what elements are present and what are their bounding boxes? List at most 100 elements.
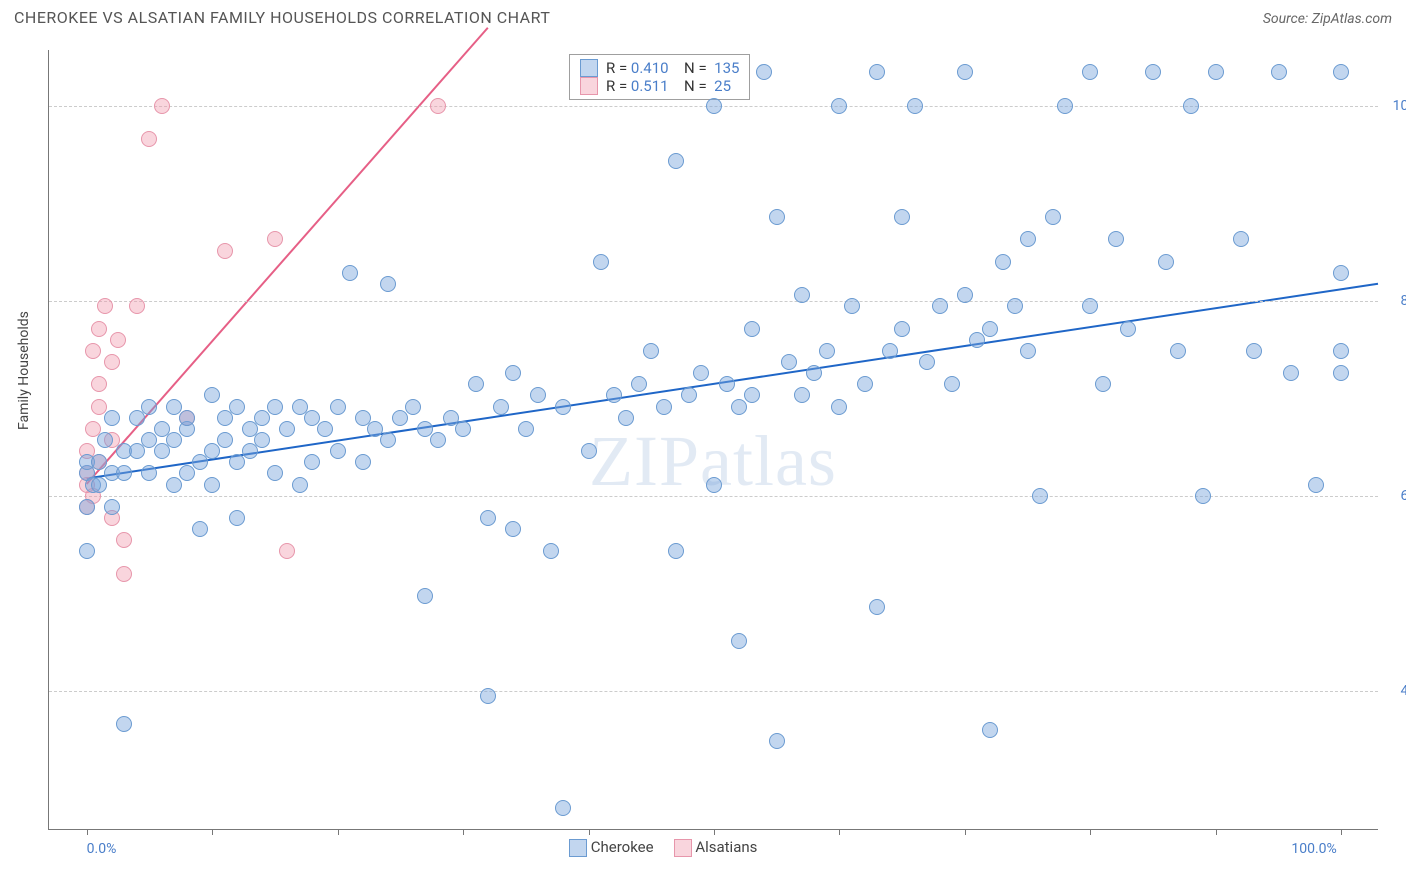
series1-point xyxy=(480,510,496,526)
legend-swatch xyxy=(569,839,587,857)
series1-point xyxy=(744,387,760,403)
series1-point xyxy=(869,599,885,615)
series1-point xyxy=(555,800,571,816)
series1-point xyxy=(1020,231,1036,247)
series1-point xyxy=(229,454,245,470)
series1-point xyxy=(744,321,760,337)
series1-point xyxy=(957,64,973,80)
y-tick-label: 47.5% xyxy=(1400,683,1406,699)
series1-point xyxy=(154,443,170,459)
series1-point xyxy=(530,387,546,403)
series1-point xyxy=(217,432,233,448)
series1-point xyxy=(1183,98,1199,114)
series1-point xyxy=(468,376,484,392)
series2-point xyxy=(110,332,126,348)
x-tick-label: 0.0% xyxy=(87,841,117,857)
y-tick-label: 100.0% xyxy=(1393,98,1406,114)
chart-title: CHEROKEE VS ALSATIAN FAMILY HOUSEHOLDS C… xyxy=(14,8,550,27)
x-tick xyxy=(965,829,966,835)
gridline xyxy=(49,496,1378,497)
series1-point xyxy=(882,343,898,359)
series1-point xyxy=(292,477,308,493)
series1-point xyxy=(304,454,320,470)
series1-point xyxy=(505,521,521,537)
series1-point xyxy=(1333,365,1349,381)
series2-point xyxy=(85,343,101,359)
series1-point xyxy=(1283,365,1299,381)
series1-point xyxy=(593,254,609,270)
series1-point xyxy=(330,443,346,459)
series1-point xyxy=(417,588,433,604)
legend-stats-box: R = 0.410 N = 135R = 0.511 N = 25 xyxy=(569,54,750,100)
series1-point xyxy=(944,376,960,392)
series1-point xyxy=(1208,64,1224,80)
series1-point xyxy=(969,332,985,348)
series2-point xyxy=(217,243,233,259)
series2-point xyxy=(430,98,446,114)
series2-point xyxy=(129,298,145,314)
series1-point xyxy=(254,432,270,448)
series2-point xyxy=(141,131,157,147)
y-tick-label: 82.5% xyxy=(1400,293,1406,309)
series1-point xyxy=(380,432,396,448)
series1-point xyxy=(104,410,120,426)
series1-point xyxy=(731,399,747,415)
series1-point xyxy=(217,410,233,426)
y-axis-title: Family Households xyxy=(16,311,32,430)
series1-point xyxy=(518,421,534,437)
series1-point xyxy=(455,421,471,437)
series1-point xyxy=(166,432,182,448)
series1-point xyxy=(129,443,145,459)
series1-point xyxy=(581,443,597,459)
plot-area: ZIPatlas R = 0.410 N = 135R = 0.511 N = … xyxy=(49,50,1378,829)
series1-point xyxy=(643,343,659,359)
x-tick xyxy=(87,829,88,835)
series1-point xyxy=(806,365,822,381)
series1-point xyxy=(91,477,107,493)
series1-point xyxy=(982,722,998,738)
series1-point xyxy=(279,421,295,437)
series1-point xyxy=(104,499,120,515)
series1-point xyxy=(392,410,408,426)
legend-bottom: Cherokee Alsatians xyxy=(569,838,757,857)
series1-point xyxy=(932,298,948,314)
series1-point xyxy=(1045,209,1061,225)
series1-point xyxy=(957,287,973,303)
series1-point xyxy=(254,410,270,426)
series1-point xyxy=(179,410,195,426)
series1-point xyxy=(380,276,396,292)
series1-point xyxy=(606,387,622,403)
series1-point xyxy=(995,254,1011,270)
series1-point xyxy=(794,387,810,403)
series2-regression-line xyxy=(87,28,488,484)
series2-point xyxy=(154,98,170,114)
series1-point xyxy=(493,399,509,415)
legend-swatch xyxy=(674,839,692,857)
x-tick xyxy=(839,829,840,835)
series1-point xyxy=(857,376,873,392)
series1-point xyxy=(192,454,208,470)
series1-point xyxy=(1032,488,1048,504)
series1-point xyxy=(668,543,684,559)
series1-point xyxy=(317,421,333,437)
series1-point xyxy=(1145,64,1161,80)
series1-point xyxy=(242,443,258,459)
series1-point xyxy=(204,443,220,459)
series1-point xyxy=(693,365,709,381)
legend-stat-row: R = 0.511 N = 25 xyxy=(580,77,739,95)
series1-point xyxy=(141,465,157,481)
series1-point xyxy=(1246,343,1262,359)
legend-n: N = 135 xyxy=(677,59,740,77)
chart-frame: ZIPatlas R = 0.410 N = 135R = 0.511 N = … xyxy=(48,50,1378,830)
series1-point xyxy=(831,98,847,114)
series1-point xyxy=(831,399,847,415)
series1-point xyxy=(1170,343,1186,359)
series1-point xyxy=(166,477,182,493)
series1-point xyxy=(618,410,634,426)
series1-point xyxy=(229,399,245,415)
series1-point xyxy=(869,64,885,80)
series1-point xyxy=(1057,98,1073,114)
series1-point xyxy=(719,376,735,392)
legend-n: N = 25 xyxy=(677,77,731,95)
legend-r: R = 0.511 xyxy=(606,77,669,95)
